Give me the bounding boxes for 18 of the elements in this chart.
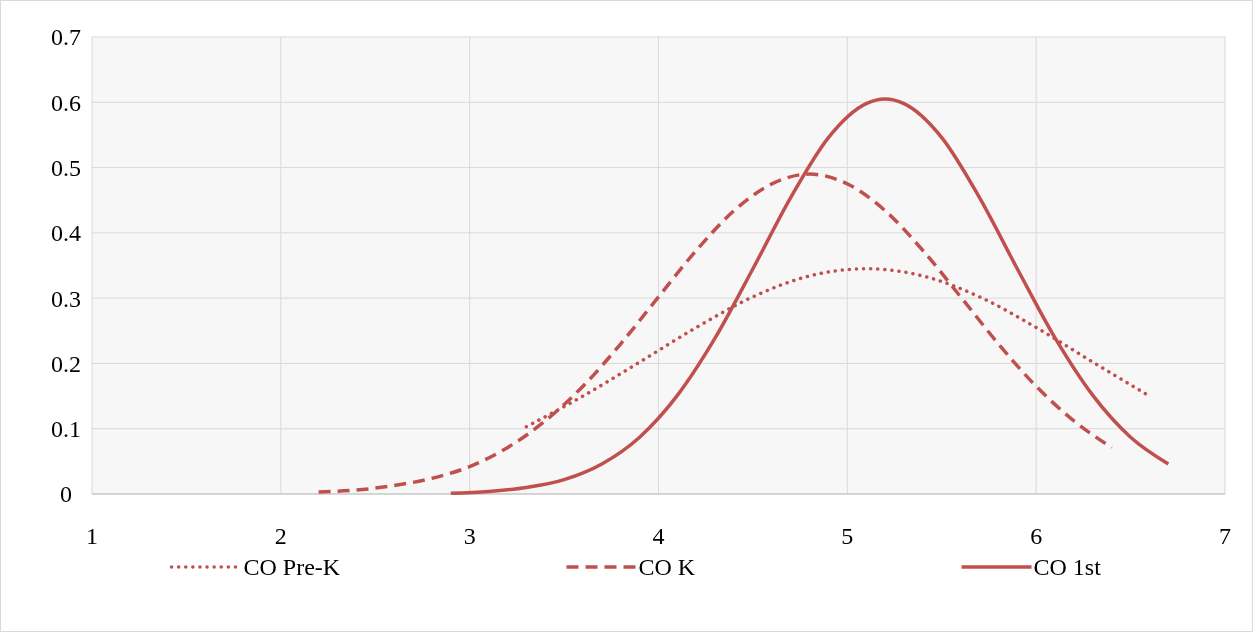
y-tick-label: 0.4 [51, 220, 81, 247]
y-tick-label: 0.6 [51, 89, 81, 116]
x-tick-label: 4 [652, 523, 665, 549]
x-tick-label: 1 [86, 523, 98, 549]
x-tick-label: 2 [274, 523, 287, 549]
y-tick-label: 0.2 [51, 350, 81, 377]
y-tick-label: 0.5 [51, 154, 81, 181]
y-tick-label: 0.7 [51, 24, 81, 51]
y-tick-label: 0 [60, 481, 72, 508]
legend-label: CO Pre-K [243, 554, 341, 581]
y-tick-label: 0.1 [51, 416, 81, 443]
x-tick-label: 6 [1030, 523, 1043, 549]
x-tick-label: 3 [463, 523, 476, 549]
y-tick-label: 0.3 [51, 285, 81, 312]
x-tick-label: 5 [841, 523, 854, 549]
legend-label: CO K [638, 554, 696, 581]
x-tick-label: 7 [1219, 523, 1231, 549]
legend-label: CO 1st [1033, 554, 1102, 581]
